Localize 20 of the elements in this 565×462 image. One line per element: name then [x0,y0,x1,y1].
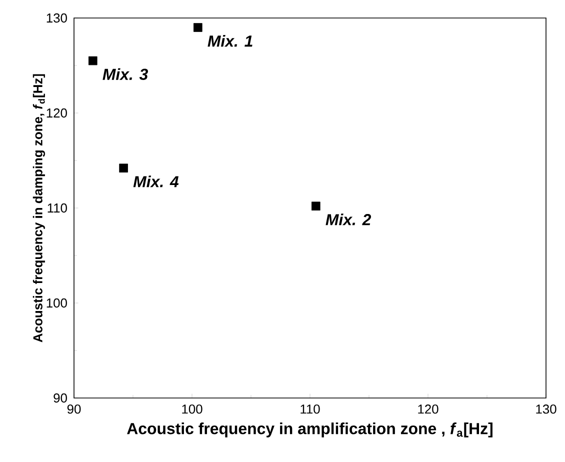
x-tick-label: 120 [418,404,438,414]
annotation: Mix. 4 [133,176,179,188]
y-tick-label: 90 [54,393,67,403]
y-tick-label: 120 [46,108,67,118]
point [88,56,98,66]
annotation: Mix. 1 [208,35,252,47]
x-tick-label: 110 [300,404,320,414]
point [194,23,202,32]
point [312,202,320,210]
annotation: Mix. 2 [326,214,372,226]
y-axis-title: Acoustic frequency in damping zone, f$_{d}$[Hz] [32,74,46,342]
point [119,164,128,172]
y-tick-label: 110 [48,203,67,213]
x-tick-label: 130 [536,404,556,414]
x-axis-title: Acoustic frequency in amplification zone , f$_{a}$[Hz] [127,422,492,438]
y-tick-label: 130 [46,13,67,23]
x-tick-label: 100 [182,404,202,414]
annotation: Mix. 3 [102,68,148,80]
y-tick-label: 100 [46,298,67,308]
x-tick-label: 90 [67,404,81,414]
